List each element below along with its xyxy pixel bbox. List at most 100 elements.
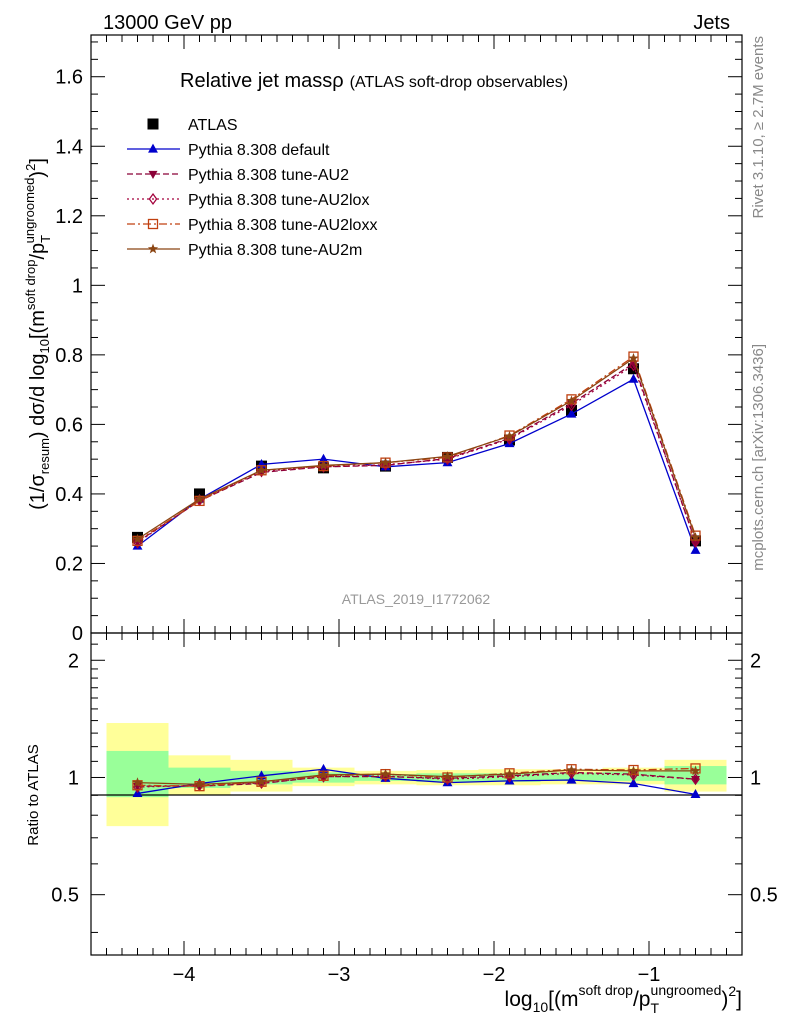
legend-label: Pythia 8.308 tune-AU2 <box>188 167 349 184</box>
ratio-point <box>318 769 329 780</box>
x-axis-label: log10[(msoft drop/pTungroomed)2] <box>505 982 742 1016</box>
header-right-label: Jets <box>693 12 730 34</box>
analysis-watermark: ATLAS_2019_I1772062 <box>342 591 491 607</box>
ratio-point <box>256 776 267 787</box>
series-0 <box>132 363 701 547</box>
x-tick-label: −2 <box>483 964 506 986</box>
rivet-version-label: Rivet 3.1.10, ≥ 2.7M events <box>750 36 767 219</box>
legend-entry: Pythia 8.308 tune-AU2m <box>127 242 362 259</box>
ratio-ticks: 0.5 0.5 1 1 2 2 −4 −3 −2 −1 <box>51 633 778 986</box>
series-3 <box>133 359 700 549</box>
ratio-point <box>380 768 391 779</box>
main-y-tick-label: 0.2 <box>55 553 83 575</box>
x-tick-label: −3 <box>328 964 351 986</box>
series-1 <box>132 373 701 554</box>
data-point <box>690 531 701 542</box>
ratio-series-line <box>137 772 696 788</box>
ratio-point <box>442 771 453 782</box>
data-point <box>132 533 143 544</box>
main-y-tick-label: 1 <box>72 275 83 297</box>
ratio-y-tick-label: 2 <box>68 650 79 672</box>
data-point <box>380 457 391 468</box>
ratio-frame <box>90 632 743 956</box>
ratio-series-line <box>137 768 696 795</box>
ratio-point <box>505 770 514 783</box>
legend-entry: Pythia 8.308 tune-AU2 <box>127 167 349 184</box>
ratio-y-tick-label-right: 1 <box>750 767 761 789</box>
legend-label: Pythia 8.308 tune-AU2loxx <box>188 217 377 234</box>
legend-marker <box>148 143 158 153</box>
legend-marker <box>148 192 158 206</box>
ratio-point <box>195 783 204 792</box>
series-line <box>137 357 697 540</box>
main-y-tick-label: 1.6 <box>55 67 83 89</box>
ratio-y-tick-label: 1 <box>68 767 79 789</box>
main-y-tick-label: 1.4 <box>55 136 83 158</box>
x-tick-label: −4 <box>173 964 196 986</box>
legend-marker <box>147 243 159 254</box>
ratio-point <box>628 765 639 776</box>
ratio-series-line <box>137 771 696 787</box>
legend-entry: Pythia 8.308 tune-AU2loxx <box>127 217 377 234</box>
data-point <box>628 373 639 383</box>
ratio-series-4 <box>132 764 701 789</box>
data-point <box>628 351 639 362</box>
ratio-point <box>504 768 515 779</box>
main-y-tick-label: 0 <box>72 623 83 645</box>
legend-label: Pythia 8.308 tune-AU2lox <box>188 192 369 209</box>
legend-entry: Pythia 8.308 tune-AU2lox <box>127 192 369 209</box>
data-point <box>442 450 453 461</box>
data-point <box>690 530 701 541</box>
ratio-band-inner <box>168 767 231 788</box>
header-left-label: 13000 GeV pp <box>103 12 232 34</box>
data-point <box>566 395 577 406</box>
x-tick-label: −1 <box>638 964 661 986</box>
series-line <box>137 362 697 543</box>
main-y-tick-label: 1.2 <box>55 206 83 228</box>
data-point <box>628 363 639 375</box>
legend-entry: Pythia 8.308 default <box>127 142 330 159</box>
main-y-tick-label: 0.6 <box>55 414 83 436</box>
legend-marker <box>148 170 158 179</box>
ratio-y-tick-label-right: 0.5 <box>750 885 778 907</box>
legend-marker <box>147 218 159 230</box>
ratio-panel: 0.5 0.5 1 1 2 2 −4 −3 −2 −1 Ratio to ATLAS log10[… <box>25 632 778 1016</box>
main-ticks: 0 0.2 0.4 0.6 0.8 1 1.2 1.4 1.6 <box>55 35 742 645</box>
ratio-point <box>132 777 143 787</box>
main-y-axis-label: (1/σresum) dσ/d log10[(msoft drop/pTungr… <box>22 158 53 510</box>
legend-label: Pythia 8.308 default <box>188 142 330 159</box>
data-point <box>566 408 577 418</box>
chart-title: Relative jet massρ (ATLAS soft-drop obser… <box>180 70 568 92</box>
ratio-point <box>628 778 639 788</box>
legend-marker <box>147 118 159 130</box>
ratio-series-layer <box>132 763 701 798</box>
series-5 <box>132 352 701 544</box>
data-point <box>690 544 701 554</box>
ratio-point <box>194 778 205 789</box>
data-point <box>194 493 205 504</box>
ratio-point <box>691 773 700 786</box>
main-series-layer <box>132 351 701 554</box>
data-point <box>628 352 639 363</box>
series-4 <box>132 351 701 547</box>
series-2 <box>133 360 700 547</box>
ratio-y-axis-label: Ratio to ATLAS <box>25 744 42 845</box>
legend-entry: ATLAS <box>147 117 238 134</box>
main-panel: 0 0.2 0.4 0.6 0.8 1 1.2 1.4 1.6 Relative jet mas… <box>22 34 743 645</box>
main-y-tick-label: 0.8 <box>55 345 83 367</box>
series-line <box>137 355 697 542</box>
ratio-y-tick-label-right: 2 <box>750 650 761 672</box>
data-point <box>318 460 329 470</box>
legend: ATLAS Pythia 8.308 default Pythia 8.308 tu… <box>127 117 377 259</box>
ratio-point <box>690 765 701 776</box>
ratio-y-tick-label: 0.5 <box>51 885 79 907</box>
legend-label: Pythia 8.308 tune-AU2m <box>188 242 362 259</box>
ratio-point <box>318 763 329 773</box>
data-point <box>318 453 329 463</box>
main-y-tick-label: 0.4 <box>55 484 83 506</box>
ratio-series-line <box>137 769 696 786</box>
ratio-point <box>566 764 577 775</box>
mcplots-label: mcplots.cern.ch [arXiv:1306.3436] <box>750 344 767 571</box>
legend-label: ATLAS <box>188 117 238 134</box>
